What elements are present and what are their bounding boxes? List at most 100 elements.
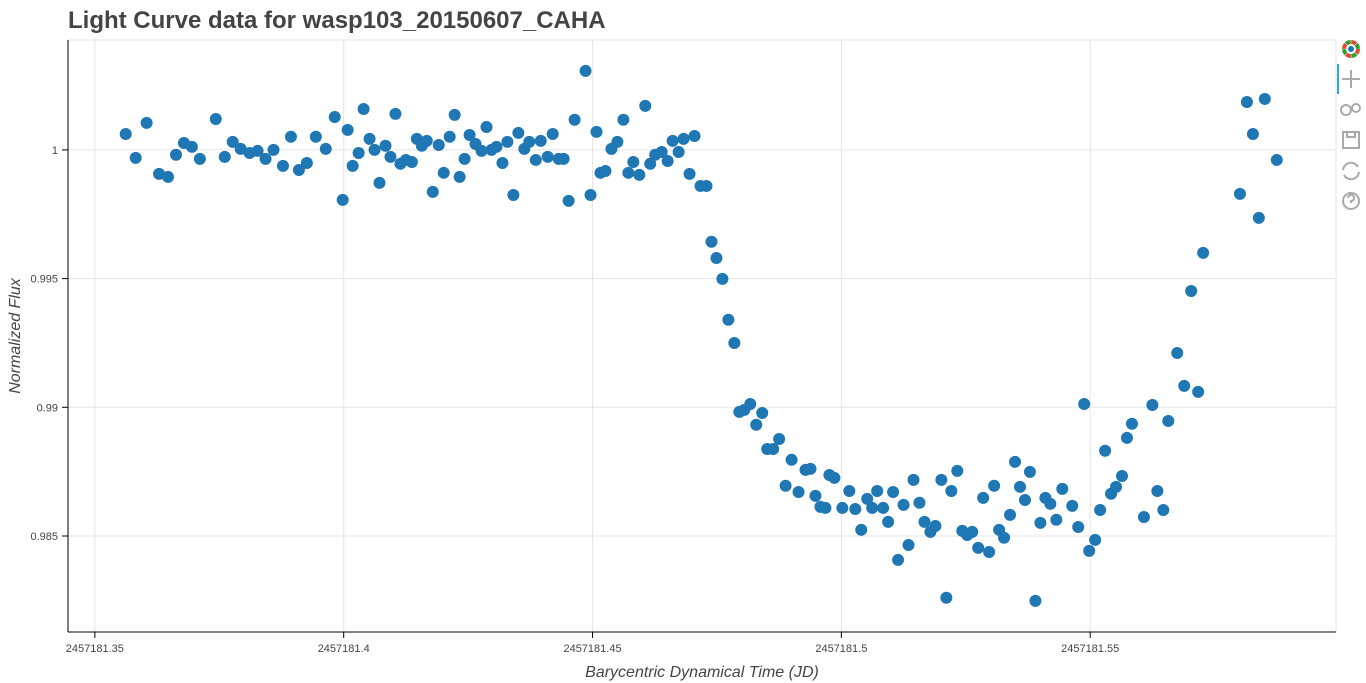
data-point (1162, 414, 1175, 427)
data-point (251, 144, 264, 157)
data-point (259, 152, 272, 165)
data-point (750, 418, 763, 431)
data-point (341, 123, 354, 136)
data-point (557, 152, 570, 165)
data-point (534, 134, 547, 147)
data-point (918, 515, 931, 528)
data-point (639, 99, 652, 112)
data-point (700, 179, 713, 192)
data-point (998, 531, 1011, 544)
data-point (940, 591, 953, 604)
data-point (1078, 397, 1091, 410)
data-point (562, 194, 575, 207)
data-point (352, 146, 365, 159)
data-point (1192, 385, 1205, 398)
data-point (448, 108, 461, 121)
data-point (877, 501, 890, 514)
y-tick-label: 1 (52, 145, 58, 157)
data-point (655, 145, 668, 158)
data-point (849, 502, 862, 515)
data-point (119, 127, 132, 140)
data-point (1029, 594, 1042, 607)
data-point (276, 159, 289, 172)
y-tick-label: 0.99 (37, 402, 58, 414)
data-point (475, 144, 488, 157)
data-point (140, 116, 153, 129)
data-point (336, 193, 349, 206)
data-point (590, 125, 603, 138)
data-point (1004, 508, 1017, 521)
data-point (496, 157, 509, 170)
save-tool[interactable] (1342, 131, 1360, 149)
data-point (480, 120, 493, 133)
data-point (622, 166, 635, 179)
data-point (1252, 211, 1265, 224)
data-point (722, 313, 735, 326)
data-point (1013, 480, 1026, 493)
reset-tool[interactable] (1342, 161, 1360, 181)
zoom-tool[interactable] (1340, 103, 1361, 116)
data-point (284, 130, 297, 143)
series (119, 64, 1283, 607)
data-point (627, 156, 640, 169)
help-tool[interactable] (1342, 192, 1360, 210)
bokeh-logo[interactable] (1342, 40, 1360, 58)
x-tick-label: 2457181.55 (1061, 643, 1119, 655)
data-point (1050, 513, 1063, 526)
data-point (129, 151, 142, 164)
data-point (866, 501, 879, 514)
data-point (716, 272, 729, 285)
data-point (633, 168, 646, 181)
data-point (1044, 497, 1057, 510)
data-point (1125, 417, 1138, 430)
data-point (902, 539, 915, 552)
data-point (767, 442, 780, 455)
data-point (357, 102, 370, 115)
data-point (319, 142, 332, 155)
data-point (169, 148, 182, 161)
data-point (1099, 444, 1112, 457)
data-point (804, 462, 817, 475)
data-point (871, 484, 884, 497)
grid (68, 40, 1336, 632)
data-point (1178, 379, 1191, 392)
data-point (453, 170, 466, 183)
y-tick-label: 0.995 (30, 274, 58, 286)
data-point (977, 491, 990, 504)
data-point (1072, 520, 1085, 533)
data-point (1089, 533, 1102, 546)
data-point (728, 336, 741, 349)
data-point (1066, 499, 1079, 512)
data-point (458, 152, 471, 165)
data-point (218, 150, 231, 163)
data-point (437, 166, 450, 179)
data-point (785, 453, 798, 466)
data-point (328, 110, 341, 123)
data-point (861, 492, 874, 505)
data-point (983, 545, 996, 558)
data-point (507, 188, 520, 201)
data-point (368, 143, 381, 156)
data-point (384, 150, 397, 163)
data-point (1157, 503, 1170, 516)
data-point (945, 484, 958, 497)
data-point (426, 185, 439, 198)
data-point (611, 135, 624, 148)
data-point (661, 154, 674, 167)
x-axis-label: Barycentric Dynamical Time (JD) (585, 664, 819, 681)
data-point (1056, 482, 1069, 495)
data-point (1110, 480, 1123, 493)
data-point (1258, 92, 1271, 105)
data-point (773, 432, 786, 445)
data-point (1246, 127, 1259, 140)
pan-tool[interactable] (1342, 70, 1360, 88)
data-point (792, 485, 805, 498)
data-point (828, 471, 841, 484)
data-point (1197, 246, 1210, 259)
data-point (1018, 493, 1031, 506)
data-point (346, 159, 359, 172)
data-point (887, 485, 900, 498)
data-point (843, 484, 856, 497)
data-point (523, 135, 536, 148)
